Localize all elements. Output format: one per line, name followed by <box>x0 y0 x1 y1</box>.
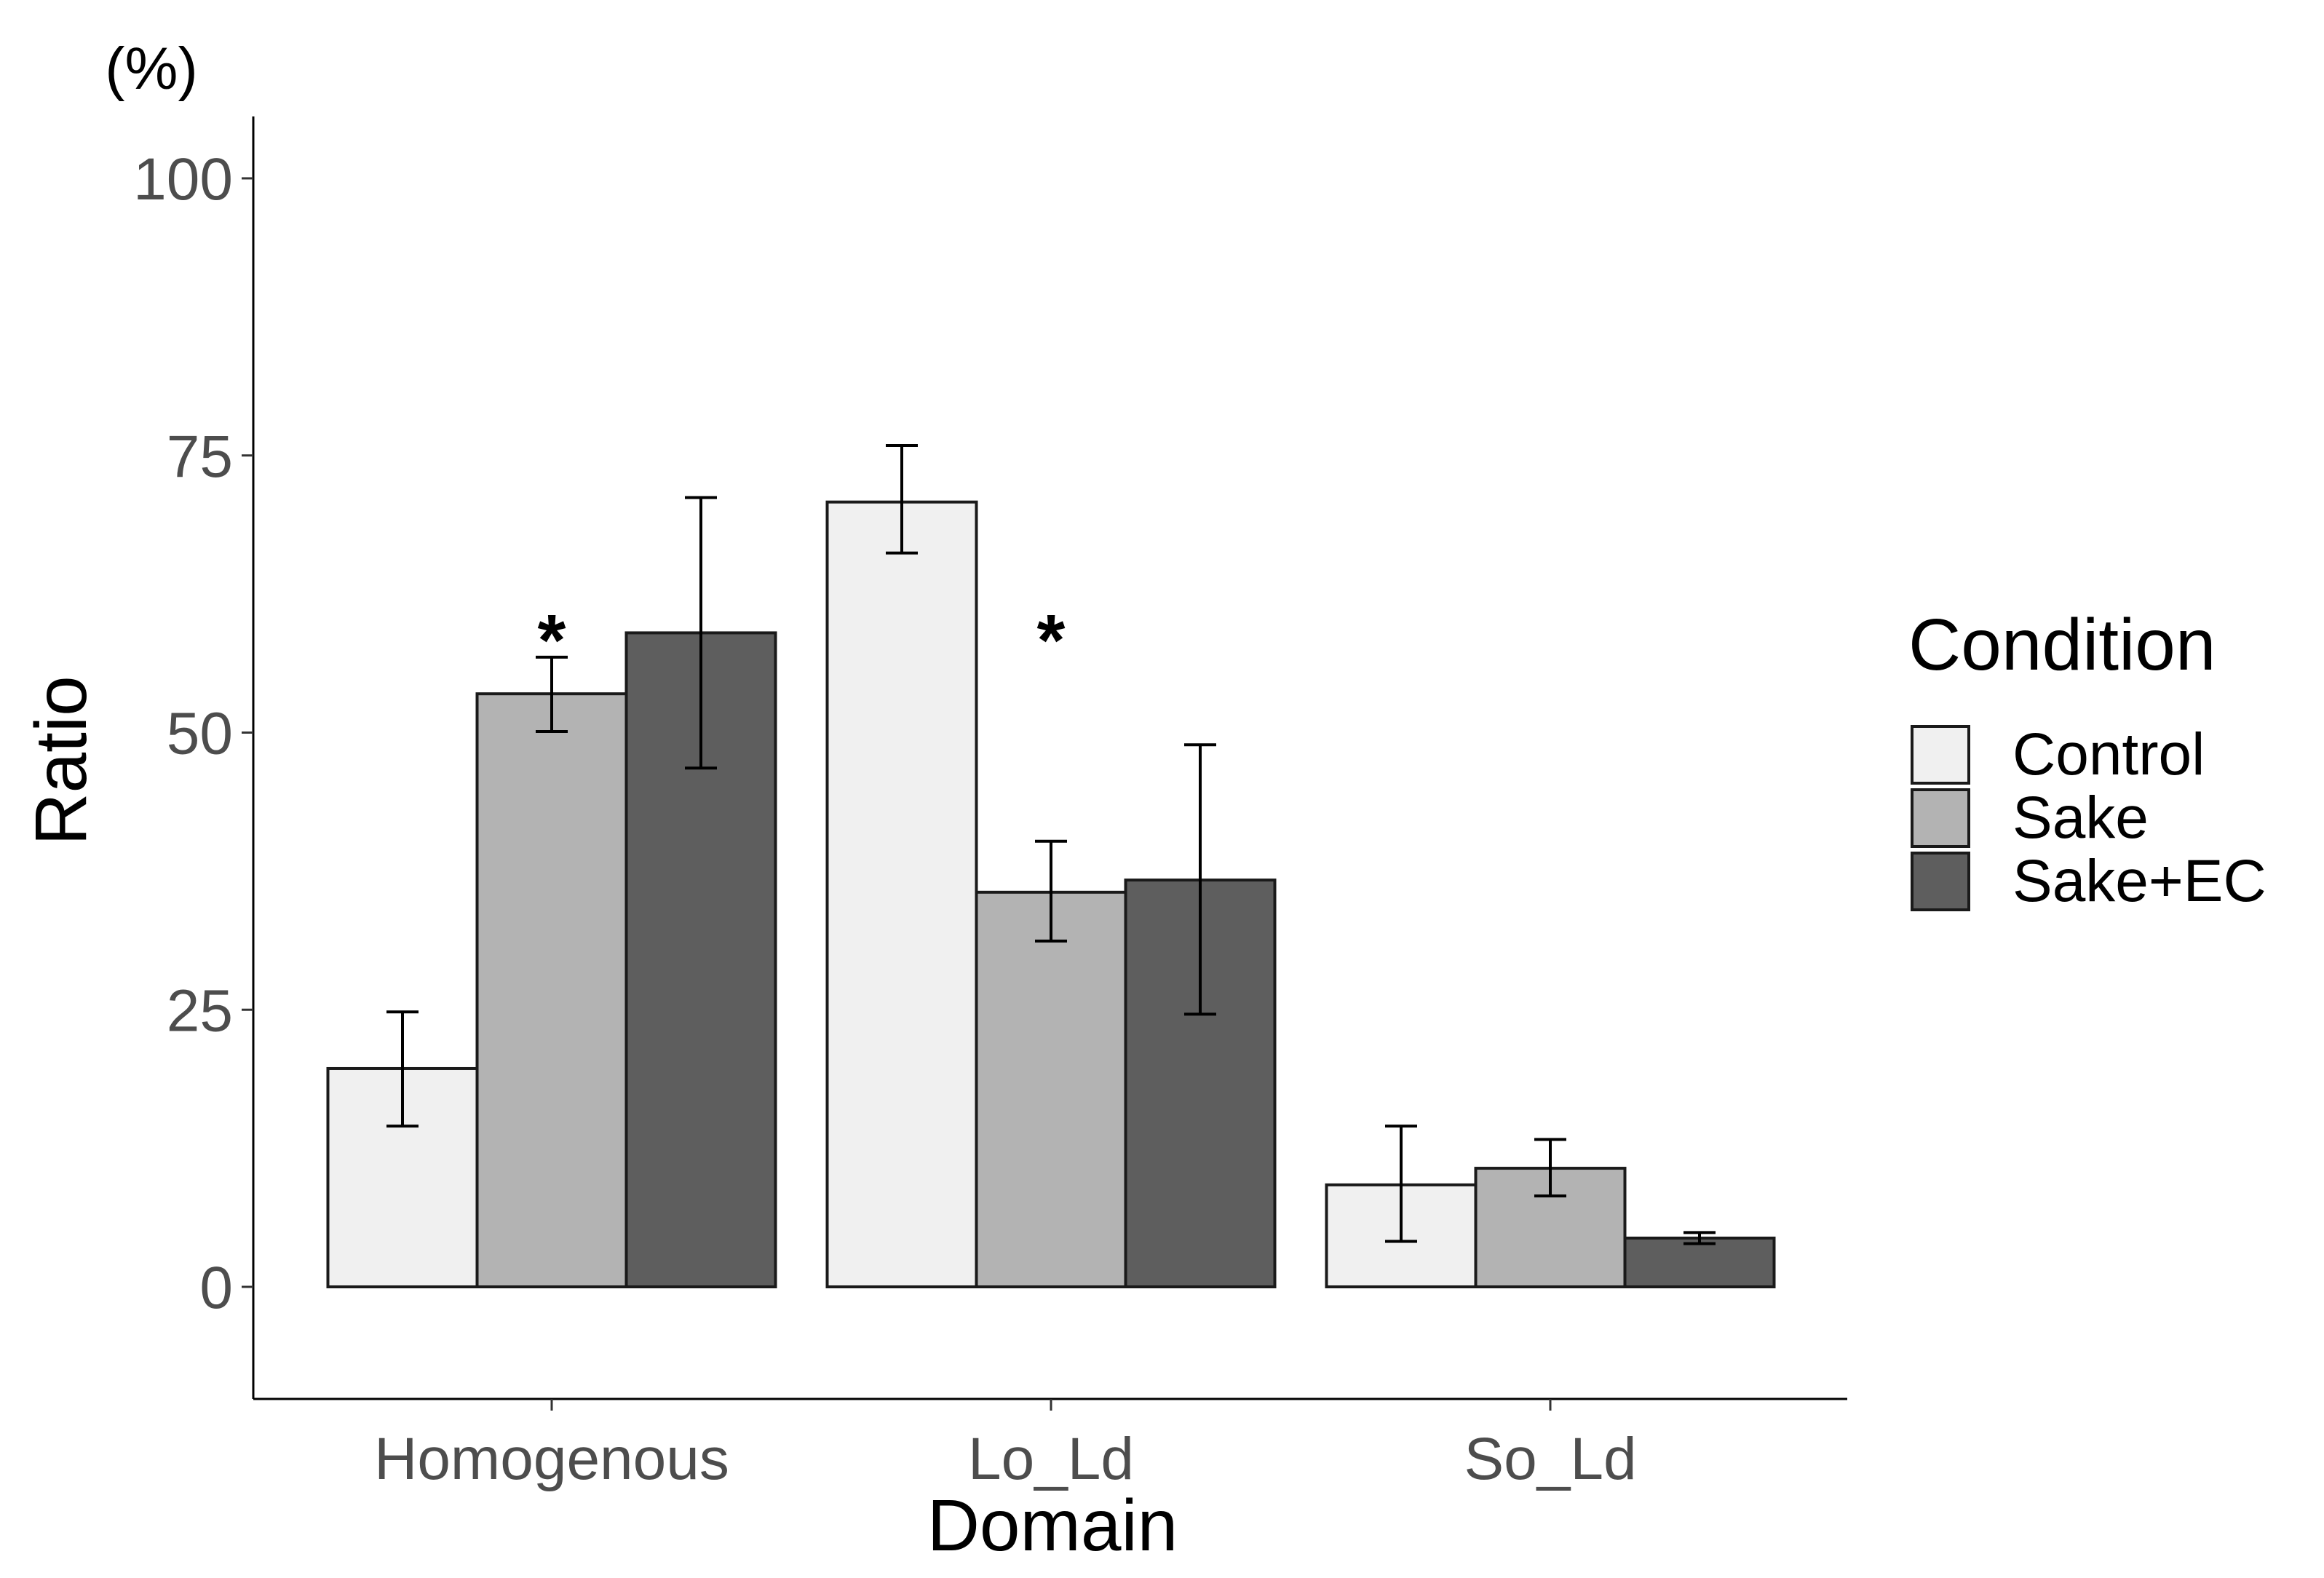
legend-item: Sake+EC <box>1911 848 2267 914</box>
y-tick-label: 25 <box>167 978 233 1044</box>
error-bar <box>1683 1231 1716 1245</box>
y-axis-ticks: 0 25 50 75 100 <box>133 146 253 1321</box>
significance-marker: * <box>1037 600 1066 681</box>
legend-label: Control <box>2012 721 2205 788</box>
error-bar <box>536 655 568 733</box>
error-bar <box>386 1010 419 1128</box>
error-bar <box>685 496 717 770</box>
y-tick-label: 0 <box>199 1255 233 1321</box>
legend-item: Sake <box>1911 785 2149 851</box>
x-tick-label: Homogenous <box>374 1426 729 1492</box>
error-bars <box>386 444 1716 1245</box>
bar <box>1623 1236 1776 1289</box>
error-bar <box>1534 1138 1566 1198</box>
x-axis-title: Domain <box>927 1485 1178 1566</box>
significance-marker: * <box>538 600 566 681</box>
legend-swatch <box>1911 852 1970 911</box>
y-tick-label: 50 <box>167 701 233 767</box>
error-bar <box>1385 1125 1417 1243</box>
y-unit-label: (%) <box>105 36 198 102</box>
error-bar <box>1035 839 1067 943</box>
x-tick-label: So_Ld <box>1464 1426 1636 1492</box>
significance-annotations: * * <box>538 600 1066 681</box>
error-bar <box>886 444 918 555</box>
legend-swatch <box>1911 788 1970 848</box>
x-axis-ticks: Homogenous Lo_Ld So_Ld <box>374 1399 1637 1492</box>
y-tick-label: 100 <box>133 146 233 213</box>
legend-title: Condition <box>1908 604 2216 686</box>
y-axis-title: Ratio <box>20 675 102 845</box>
legend-item: Control <box>1911 721 2205 788</box>
y-tick-label: 75 <box>167 424 233 490</box>
legend-label: Sake+EC <box>2012 848 2267 914</box>
error-bar <box>1184 743 1216 1016</box>
x-tick-label: Lo_Ld <box>968 1426 1134 1492</box>
legend-swatch <box>1911 725 1970 785</box>
bar <box>825 500 978 1289</box>
bar <box>975 890 1127 1288</box>
legend-label: Sake <box>2012 785 2149 851</box>
bar <box>475 692 628 1288</box>
